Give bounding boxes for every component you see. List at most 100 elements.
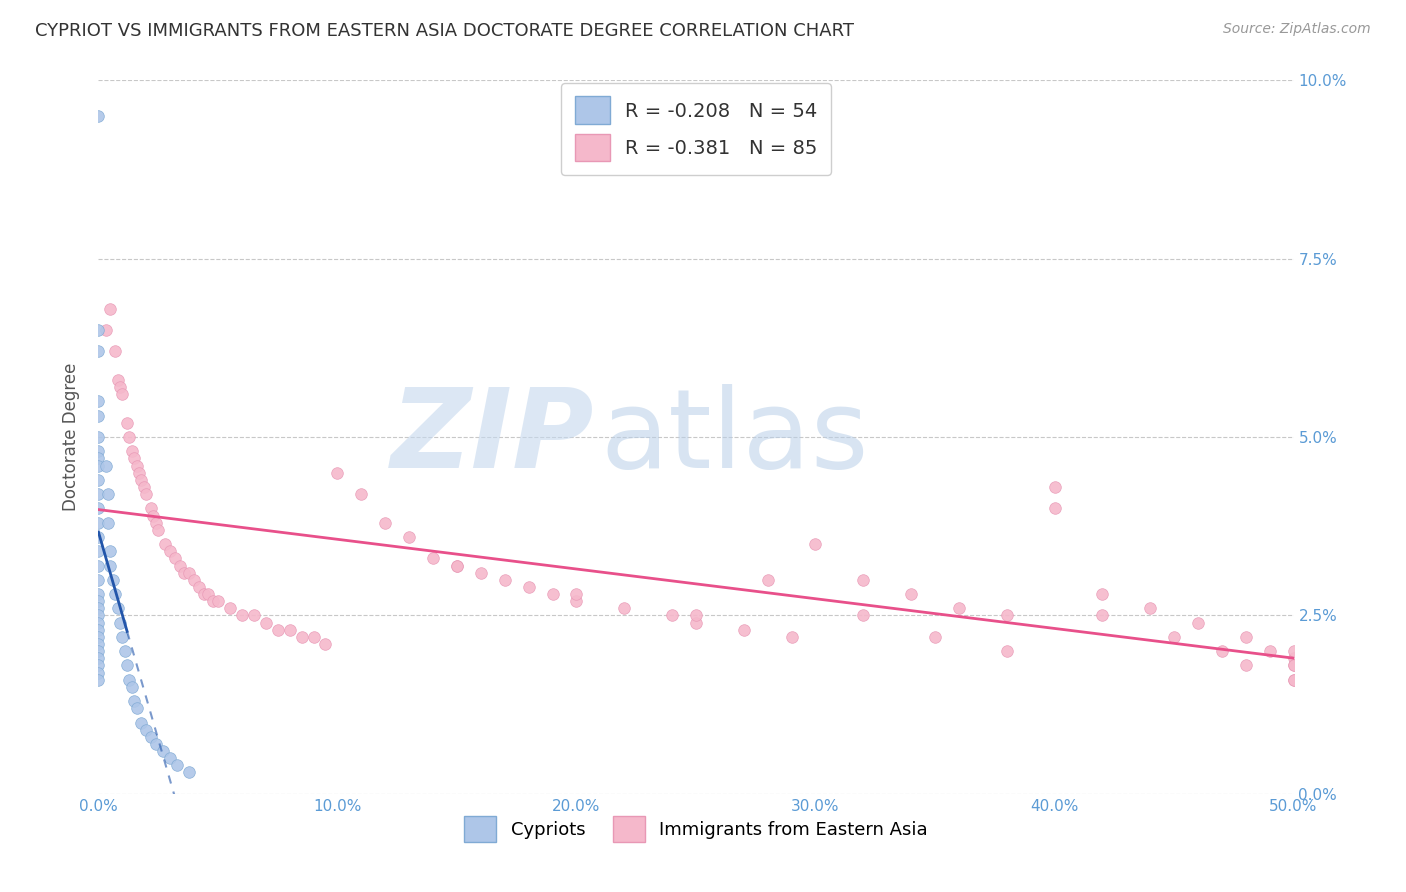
Point	[173, 566, 195, 580]
Point	[278, 623, 301, 637]
Point	[166, 758, 188, 772]
Point	[87, 573, 110, 587]
Point	[87, 323, 110, 337]
Legend: Cypriots, Immigrants from Eastern Asia: Cypriots, Immigrants from Eastern Asia	[457, 809, 935, 849]
Point	[179, 765, 201, 780]
Point	[87, 673, 110, 687]
Point	[114, 644, 136, 658]
Point	[267, 623, 290, 637]
Point	[685, 608, 707, 623]
Point	[1282, 651, 1305, 665]
Point	[101, 573, 124, 587]
Point	[87, 516, 110, 530]
Point	[398, 530, 420, 544]
Point	[494, 573, 516, 587]
Point	[135, 487, 157, 501]
Point	[135, 723, 157, 737]
Point	[1187, 615, 1209, 630]
Point	[152, 744, 174, 758]
Point	[145, 516, 167, 530]
Point	[107, 373, 129, 387]
Point	[169, 558, 191, 573]
Point	[202, 594, 225, 608]
Point	[1282, 673, 1305, 687]
Point	[326, 466, 349, 480]
Point	[517, 580, 540, 594]
Point	[948, 601, 970, 615]
Point	[125, 458, 148, 473]
Point	[243, 608, 266, 623]
Point	[291, 630, 314, 644]
Point	[118, 673, 141, 687]
Point	[87, 623, 110, 637]
Point	[87, 394, 110, 409]
Point	[108, 380, 131, 394]
Point	[125, 701, 148, 715]
Point	[565, 587, 588, 601]
Point	[124, 451, 146, 466]
Point	[187, 580, 209, 594]
Point	[155, 537, 177, 551]
Text: ZIP: ZIP	[391, 384, 595, 491]
Point	[87, 608, 110, 623]
Point	[128, 466, 150, 480]
Point	[87, 544, 110, 558]
Point	[87, 594, 110, 608]
Point	[1211, 644, 1233, 658]
Point	[104, 344, 127, 359]
Point	[111, 387, 134, 401]
Point	[94, 458, 117, 473]
Point	[87, 637, 110, 651]
Point	[1234, 658, 1257, 673]
Point	[302, 630, 325, 644]
Point	[1234, 630, 1257, 644]
Point	[1091, 587, 1114, 601]
Point	[193, 587, 215, 601]
Point	[87, 344, 110, 359]
Point	[995, 644, 1018, 658]
Point	[139, 501, 162, 516]
Point	[183, 573, 205, 587]
Point	[124, 694, 146, 708]
Point	[1163, 630, 1185, 644]
Point	[159, 751, 181, 765]
Point	[87, 587, 110, 601]
Point	[111, 630, 134, 644]
Point	[565, 594, 588, 608]
Point	[87, 615, 110, 630]
Point	[254, 615, 277, 630]
Point	[108, 615, 131, 630]
Point	[115, 658, 138, 673]
Point	[804, 537, 827, 551]
Point	[87, 487, 110, 501]
Point	[541, 587, 564, 601]
Point	[97, 516, 120, 530]
Point	[1091, 608, 1114, 623]
Point	[231, 608, 253, 623]
Point	[87, 444, 110, 458]
Point	[87, 530, 110, 544]
Text: CYPRIOT VS IMMIGRANTS FROM EASTERN ASIA DOCTORATE DEGREE CORRELATION CHART: CYPRIOT VS IMMIGRANTS FROM EASTERN ASIA …	[35, 22, 855, 40]
Point	[219, 601, 242, 615]
Point	[852, 608, 875, 623]
Point	[87, 473, 110, 487]
Point	[179, 566, 201, 580]
Point	[197, 587, 219, 601]
Point	[315, 637, 337, 651]
Point	[685, 615, 707, 630]
Point	[87, 109, 110, 123]
Point	[1043, 501, 1066, 516]
Point	[207, 594, 229, 608]
Point	[446, 558, 468, 573]
Point	[104, 587, 127, 601]
Point	[121, 680, 143, 694]
Point	[87, 409, 110, 423]
Point	[98, 558, 122, 573]
Point	[470, 566, 492, 580]
Point	[87, 501, 110, 516]
Point	[87, 658, 110, 673]
Point	[1282, 658, 1305, 673]
Point	[142, 508, 165, 523]
Point	[900, 587, 922, 601]
Point	[780, 630, 803, 644]
